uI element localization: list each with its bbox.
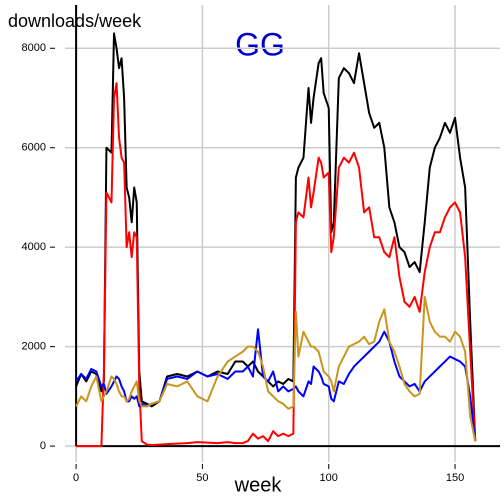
y-tick-label: 2000 [22, 341, 46, 353]
chart-title: GG [235, 26, 285, 62]
x-tick-label: 100 [320, 472, 338, 484]
y-tick-label: 6000 [22, 142, 46, 154]
series-line [75, 295, 477, 442]
y-tick-label: 8000 [22, 42, 46, 54]
y-tick-label: 0 [40, 440, 46, 452]
x-tick-label: 150 [446, 472, 464, 484]
x-tick-label: 50 [196, 472, 208, 484]
y-tick-label: 4000 [22, 241, 46, 253]
series-line [76, 82, 477, 448]
x-tick-label: 0 [73, 472, 79, 484]
series-line [75, 32, 477, 442]
x-axis-label: week [234, 474, 283, 496]
y-axis-label: downloads/week [8, 11, 142, 31]
